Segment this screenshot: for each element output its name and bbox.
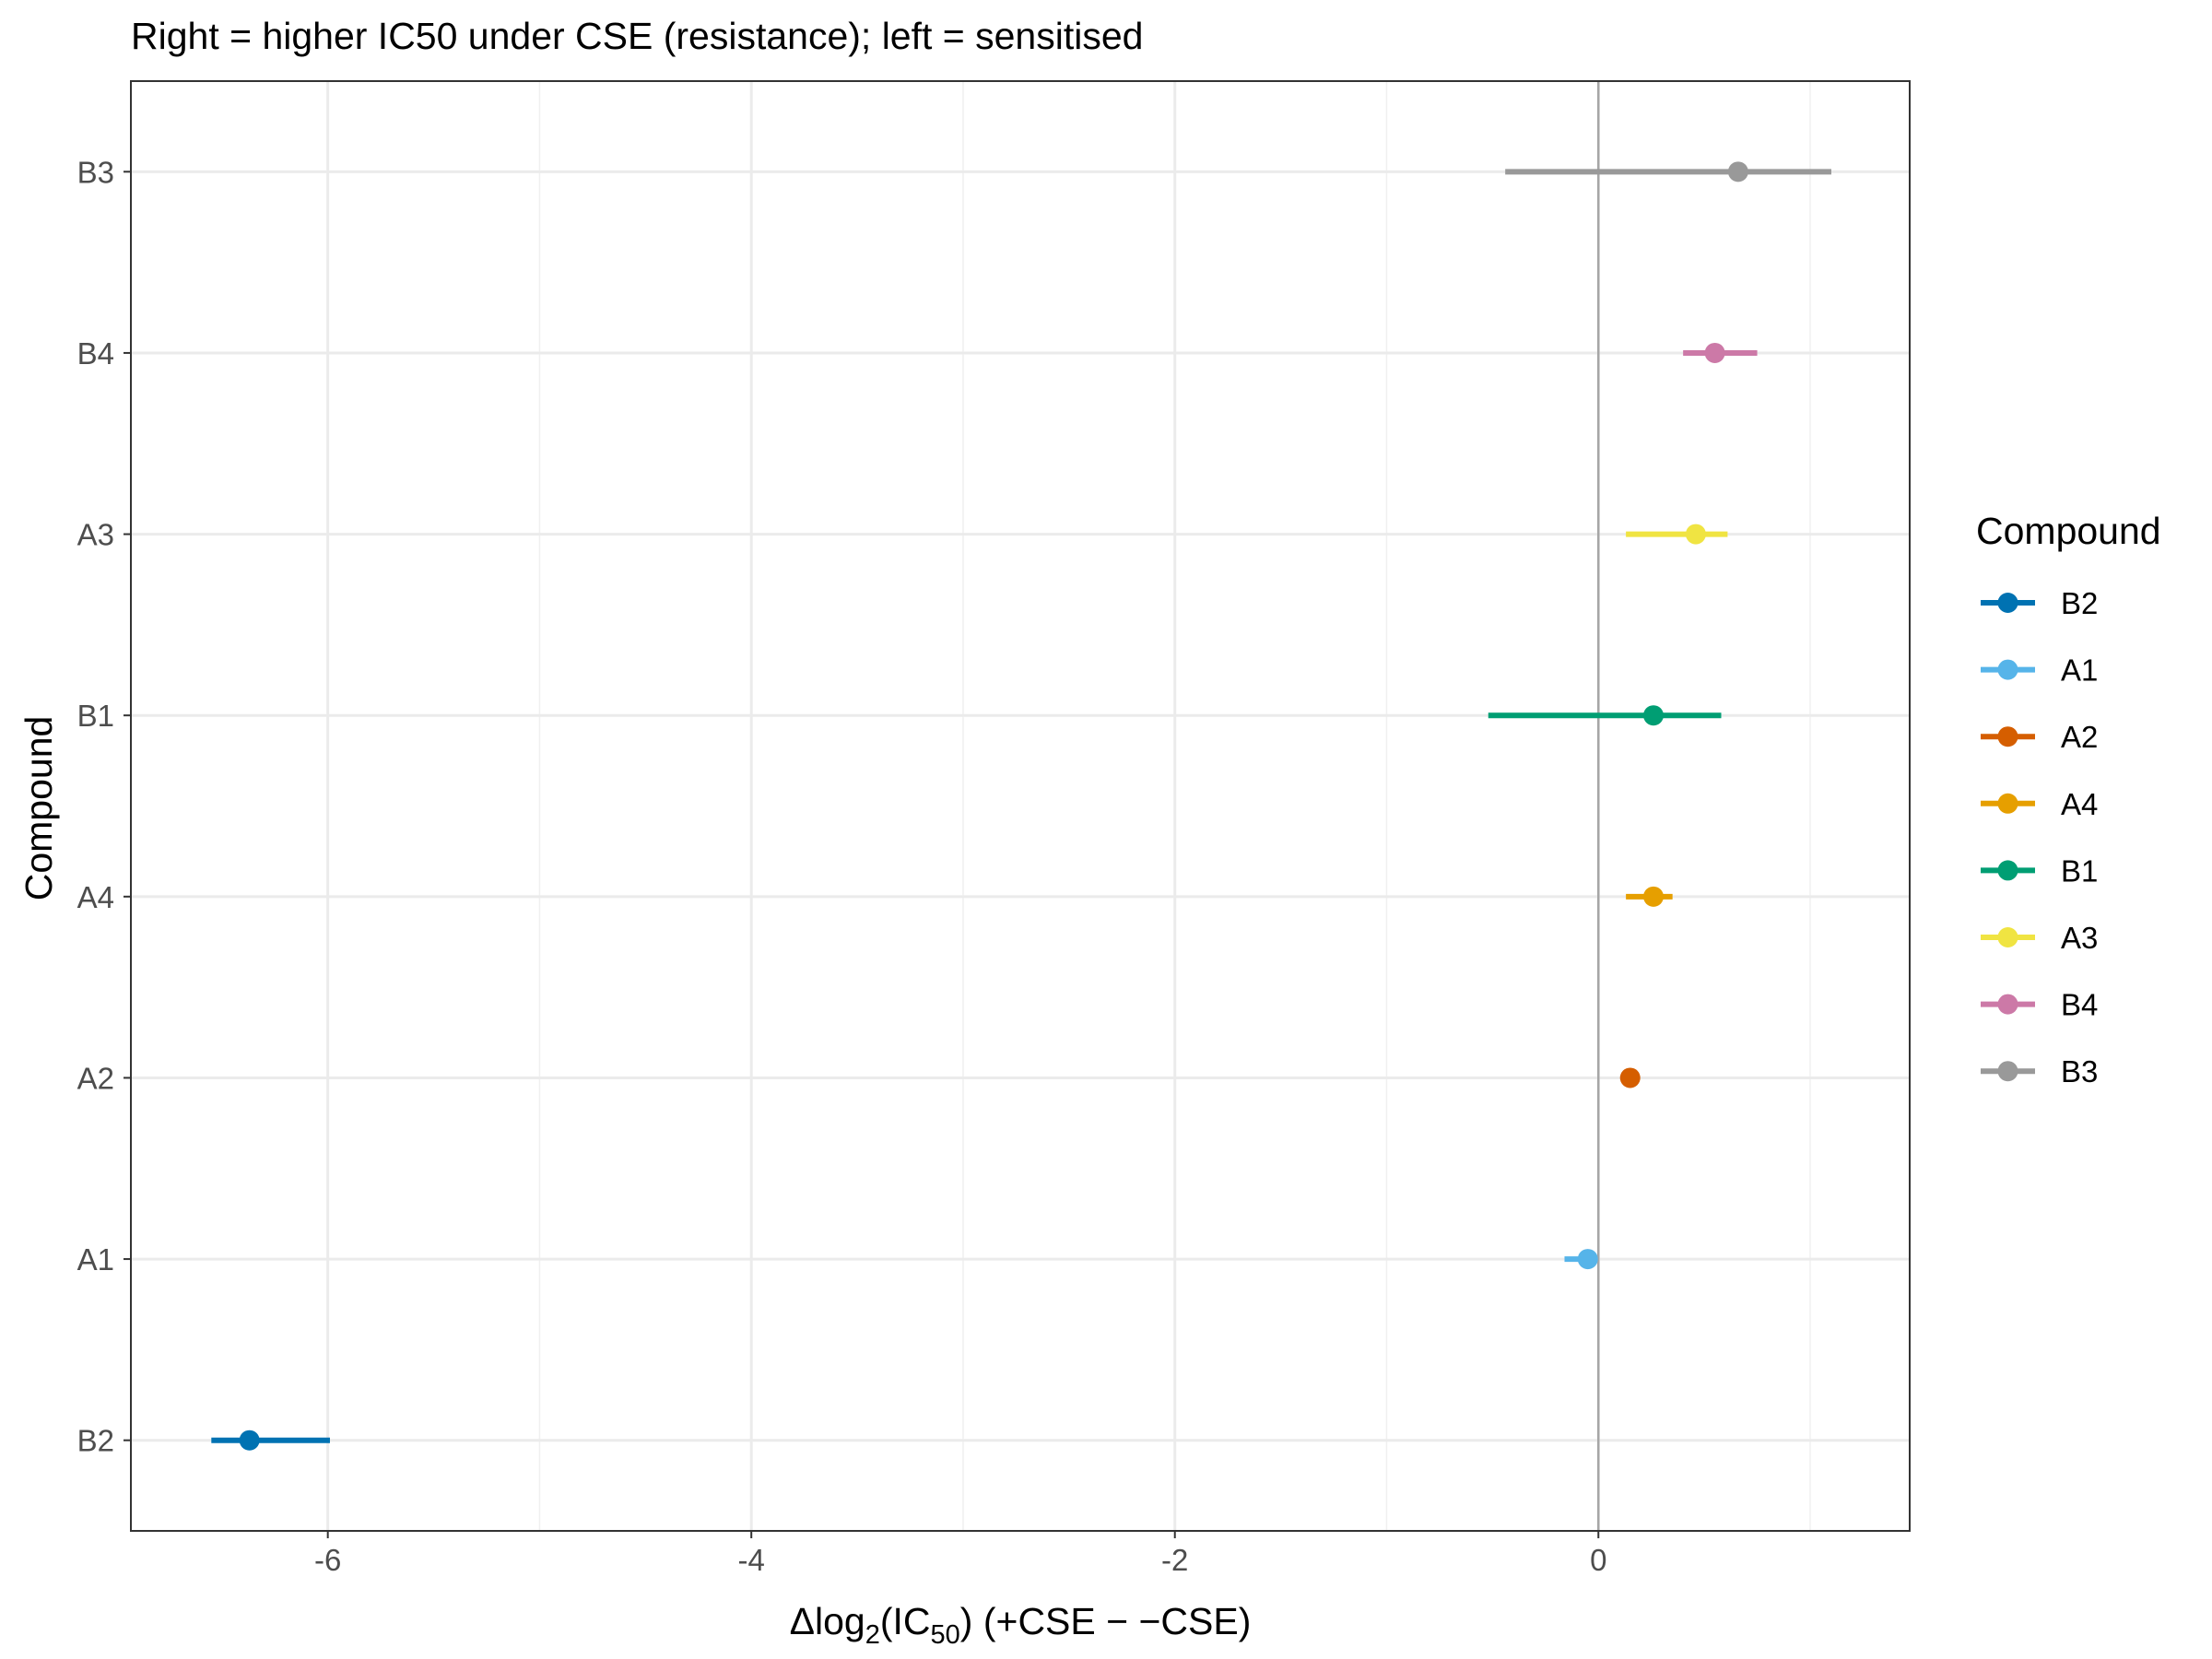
legend-key-point: [1997, 726, 2018, 747]
point-b2: [239, 1430, 260, 1451]
x-tick-label: -2: [1161, 1543, 1188, 1577]
legend-label: A4: [2061, 787, 2098, 821]
x-tick-label: 0: [1590, 1543, 1606, 1577]
legend-label: A2: [2061, 720, 2098, 754]
y-tick-label: B4: [77, 336, 114, 371]
legend-title: Compound: [1976, 510, 2161, 552]
legend-label: B4: [2061, 988, 2098, 1022]
y-tick-label: B2: [77, 1424, 114, 1458]
x-tick-label: -4: [738, 1543, 765, 1577]
legend-item-b4: B4: [1981, 988, 2098, 1022]
chart-subtitle: Right = higher IC50 under CSE (resistanc…: [131, 15, 1143, 57]
point-a1: [1577, 1249, 1598, 1270]
legend-key-point: [1997, 994, 2018, 1015]
legend-label: B3: [2061, 1054, 2098, 1088]
x-axis-ticks: -6 -4 -2 0: [314, 1531, 1606, 1577]
legend-key-point: [1997, 860, 2018, 881]
plot-background: [131, 81, 1910, 1531]
y-tick-label: B3: [77, 155, 114, 189]
legend-item-a1: A1: [1981, 653, 2098, 688]
y-tick-label: B1: [77, 699, 114, 733]
x-tick-label: -6: [314, 1543, 341, 1577]
legend-label: B2: [2061, 586, 2098, 620]
point-a3: [1685, 524, 1706, 545]
y-tick-label: A2: [77, 1061, 114, 1095]
legend-label: A3: [2061, 921, 2098, 955]
point-a2: [1619, 1067, 1641, 1088]
point-b4: [1704, 342, 1725, 363]
y-tick-label: A3: [77, 518, 114, 552]
legend-label: B1: [2061, 853, 2098, 888]
legend-key-point: [1997, 927, 2018, 947]
legend: Compound B2 A1 A2 A4 B1 A3 B4 B3: [1976, 510, 2161, 1088]
y-axis-title: Compound: [18, 716, 60, 901]
plot-border: [130, 80, 1911, 1532]
point-b3: [1727, 161, 1748, 182]
legend-item-a4: A4: [1981, 787, 2098, 821]
plot-panel: [130, 80, 1911, 1532]
legend-item-b2: B2: [1981, 586, 2098, 620]
legend-item-a3: A3: [1981, 921, 2098, 955]
y-tick-label: A1: [77, 1242, 114, 1277]
y-tick-label: A4: [77, 880, 114, 914]
x-axis-title: Δlog2(IC50) (+CSE − −CSE): [790, 1600, 1252, 1650]
point-b1: [1642, 705, 1664, 726]
legend-key-point: [1997, 793, 2018, 814]
legend-key-point: [1997, 593, 2018, 613]
legend-item-b3: B3: [1981, 1054, 2098, 1088]
legend-key-point: [1997, 1061, 2018, 1082]
y-axis-ticks: B2 A1 A2 A4 B1 A3 B4 B3: [77, 155, 131, 1458]
legend-item-a2: A2: [1981, 720, 2098, 754]
legend-label: A1: [2061, 653, 2098, 688]
legend-key-point: [1997, 659, 2018, 680]
legend-item-b1: B1: [1981, 853, 2098, 888]
point-a4: [1642, 886, 1664, 907]
